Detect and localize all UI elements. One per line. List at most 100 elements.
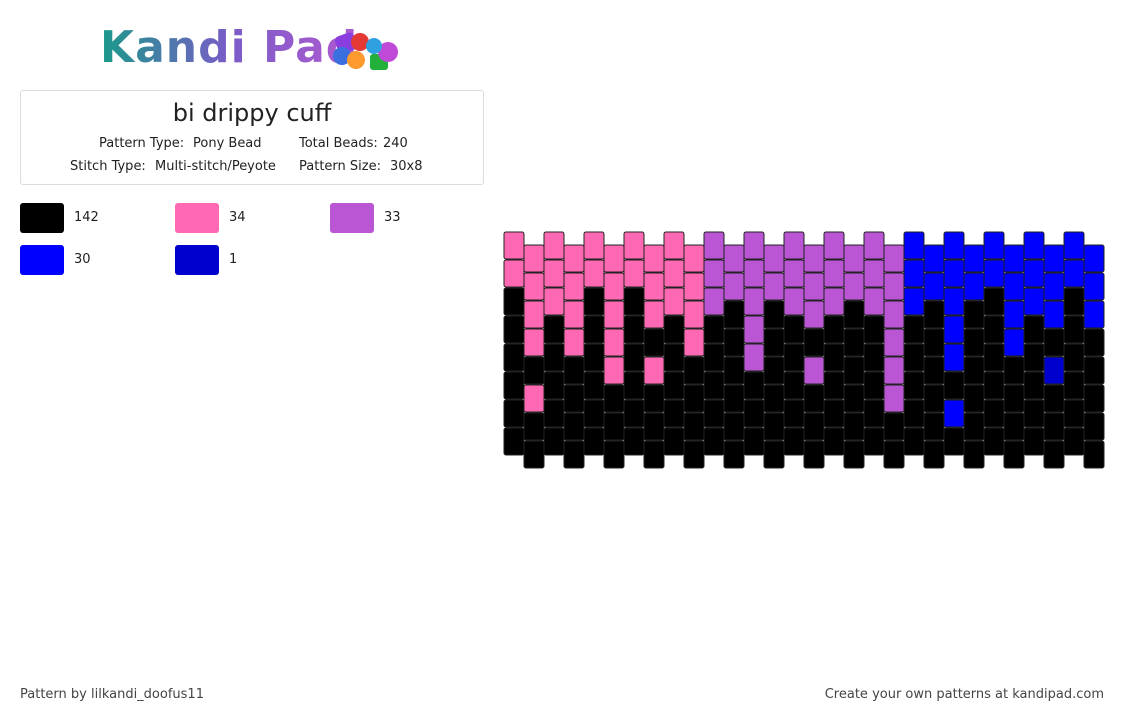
bead [1003,356,1025,385]
bead [923,440,945,469]
bead [503,399,525,428]
bead [623,371,645,400]
bead [803,328,825,357]
bead [1003,412,1025,441]
bead [863,287,885,316]
bead [603,272,625,301]
bead [963,412,985,441]
bead [543,343,565,372]
bead [1043,440,1065,469]
bead [1003,328,1025,357]
bead [643,300,665,329]
bead [903,315,925,344]
bead [903,427,925,456]
bead [743,427,765,456]
bead [563,440,585,469]
bead [883,356,905,385]
bead [1023,427,1045,456]
legend-swatch [175,203,219,233]
bead [963,440,985,469]
bead [583,343,605,372]
bead [883,440,905,469]
bead [843,440,865,469]
bead [623,343,645,372]
logo-beads [333,32,398,70]
bead [783,343,805,372]
bead [783,315,805,344]
bead [543,315,565,344]
bead [663,231,685,260]
bead [643,272,665,301]
bead [903,231,925,260]
bead [783,371,805,400]
bead [503,427,525,456]
bead [803,300,825,329]
bead [883,328,905,357]
bead [823,343,845,372]
bead [843,272,865,301]
bead [1083,328,1105,357]
bead [1023,371,1045,400]
bead [583,399,605,428]
bead [803,384,825,413]
bead [1023,231,1045,260]
bead [843,356,865,385]
bead [1083,384,1105,413]
credit: Pattern by lilkandi_doofus11 [20,687,204,702]
bead [943,231,965,260]
bead [763,272,785,301]
bead [523,300,545,329]
bead [703,343,725,372]
bead [1003,384,1025,413]
bead [703,315,725,344]
bead [863,399,885,428]
bead [863,231,885,260]
bead [603,412,625,441]
bead [943,315,965,344]
bead [583,231,605,260]
bead [923,328,945,357]
bead [1003,440,1025,469]
bead [523,328,545,357]
bead [723,244,745,273]
label: Stitch Type: [70,159,146,174]
bead [643,244,665,273]
bead [623,399,645,428]
bead [683,356,705,385]
bead [603,356,625,385]
value: Pony Bead [193,136,262,151]
bead [683,328,705,357]
bead [663,371,685,400]
legend-count: 30 [74,252,91,267]
value: 30x8 [390,159,423,174]
bead [1083,412,1105,441]
bead [903,399,925,428]
bead [543,259,565,288]
bead [623,231,645,260]
bead [883,244,905,273]
bead [623,259,645,288]
bead [723,384,745,413]
bead [823,399,845,428]
bead [763,384,785,413]
bead [783,427,805,456]
bead [1083,300,1105,329]
bead [763,440,785,469]
bead [543,427,565,456]
bead [743,343,765,372]
value: Multi-stitch/Peyote [155,159,276,174]
info-box: bi drippy cuff Pattern Type: Pony Bead T… [20,90,484,185]
bead [803,244,825,273]
bead [923,412,945,441]
bead [803,272,825,301]
bead [603,384,625,413]
bead [503,287,525,316]
bead [503,231,525,260]
bead [743,315,765,344]
bead [623,427,645,456]
bead [763,356,785,385]
bead [763,412,785,441]
bead [563,300,585,329]
bead [903,343,925,372]
bead [663,315,685,344]
